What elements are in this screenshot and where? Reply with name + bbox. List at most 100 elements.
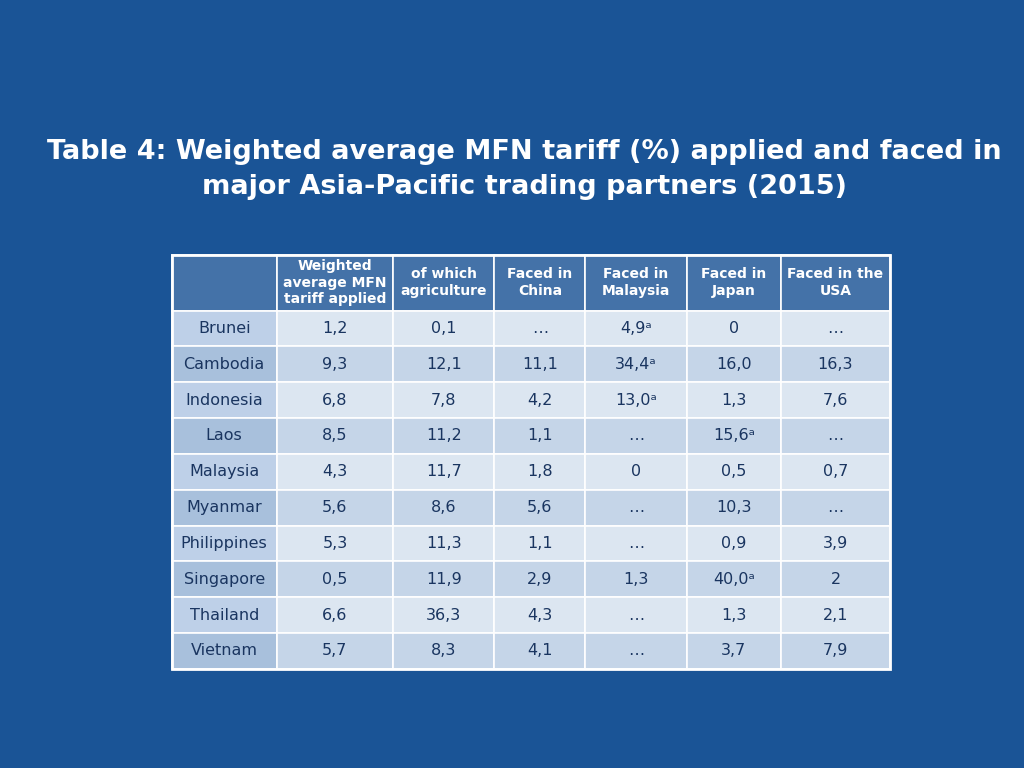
Text: Myanmar: Myanmar [186,500,262,515]
Text: 4,9ᵃ: 4,9ᵃ [621,321,652,336]
Text: 16,0: 16,0 [716,357,752,372]
Bar [276,311,393,346]
Text: 7,8: 7,8 [431,392,457,408]
Bar [172,525,276,561]
Text: 0,9: 0,9 [721,536,746,551]
Bar [585,598,687,633]
Bar [687,418,781,454]
Bar [687,346,781,382]
Bar [781,598,890,633]
Text: 4,1: 4,1 [527,644,553,658]
Bar [495,311,585,346]
Bar [687,525,781,561]
Text: 0,7: 0,7 [822,465,848,479]
Bar [393,454,495,490]
Text: 10,3: 10,3 [716,500,752,515]
Text: Singapore: Singapore [183,571,265,587]
Bar [495,561,585,598]
Text: 0: 0 [729,321,739,336]
Text: 8,6: 8,6 [431,500,457,515]
Text: Vietnam: Vietnam [190,644,258,658]
Bar [393,255,495,311]
Bar [276,382,393,418]
Bar [495,418,585,454]
Text: 0,5: 0,5 [323,571,347,587]
Text: 1,3: 1,3 [721,607,746,623]
Text: 1,3: 1,3 [624,571,648,587]
Bar [585,382,687,418]
Text: 1,1: 1,1 [527,536,553,551]
Text: Faced in the
USA: Faced in the USA [787,267,884,298]
Text: Cambodia: Cambodia [183,357,265,372]
Text: Faced in
China: Faced in China [507,267,572,298]
Bar [172,598,276,633]
Text: Laos: Laos [206,429,243,443]
Bar [495,598,585,633]
Text: 2,1: 2,1 [822,607,848,623]
Bar [687,490,781,525]
Text: …: … [827,429,844,443]
Bar [393,633,495,669]
Bar [585,633,687,669]
Bar [781,311,890,346]
Bar [585,525,687,561]
Bar [585,418,687,454]
Text: 4,2: 4,2 [527,392,553,408]
Text: 11,3: 11,3 [426,536,462,551]
Text: …: … [628,429,644,443]
Bar [276,561,393,598]
Text: …: … [827,321,844,336]
Bar [495,525,585,561]
Bar [781,490,890,525]
Bar [172,382,276,418]
Text: of which
agriculture: of which agriculture [400,267,487,298]
Bar [781,418,890,454]
Text: 5,3: 5,3 [323,536,347,551]
Text: 3,9: 3,9 [823,536,848,551]
Bar [687,382,781,418]
Text: 8,5: 8,5 [323,429,347,443]
Bar [781,454,890,490]
Bar [687,255,781,311]
Text: 0,1: 0,1 [431,321,457,336]
Text: …: … [531,321,548,336]
Text: 11,7: 11,7 [426,465,462,479]
Bar [172,454,276,490]
Text: 4,3: 4,3 [323,465,347,479]
Bar [172,346,276,382]
Bar [393,418,495,454]
Bar [585,346,687,382]
Text: Brunei: Brunei [198,321,251,336]
Bar [172,418,276,454]
Text: 1,3: 1,3 [721,392,746,408]
Bar [781,382,890,418]
Text: 9,3: 9,3 [323,357,347,372]
Text: 11,1: 11,1 [522,357,558,372]
Bar [495,346,585,382]
Text: …: … [827,500,844,515]
Text: Thailand: Thailand [189,607,259,623]
Text: 0,5: 0,5 [721,465,746,479]
Bar [781,346,890,382]
Bar [585,311,687,346]
Text: Faced in
Japan: Faced in Japan [701,267,767,298]
Text: 1,2: 1,2 [323,321,347,336]
Bar [172,255,276,311]
Text: 0: 0 [631,465,641,479]
Text: 2: 2 [830,571,841,587]
Bar [585,561,687,598]
Bar [495,382,585,418]
Bar [585,255,687,311]
Bar [781,633,890,669]
Bar [585,490,687,525]
Bar [495,633,585,669]
Text: 5,6: 5,6 [527,500,553,515]
Text: 6,6: 6,6 [323,607,347,623]
Text: Indonesia: Indonesia [185,392,263,408]
Bar [781,255,890,311]
Bar [495,255,585,311]
Bar [172,561,276,598]
Bar [172,255,890,669]
Text: …: … [628,500,644,515]
Bar [393,598,495,633]
